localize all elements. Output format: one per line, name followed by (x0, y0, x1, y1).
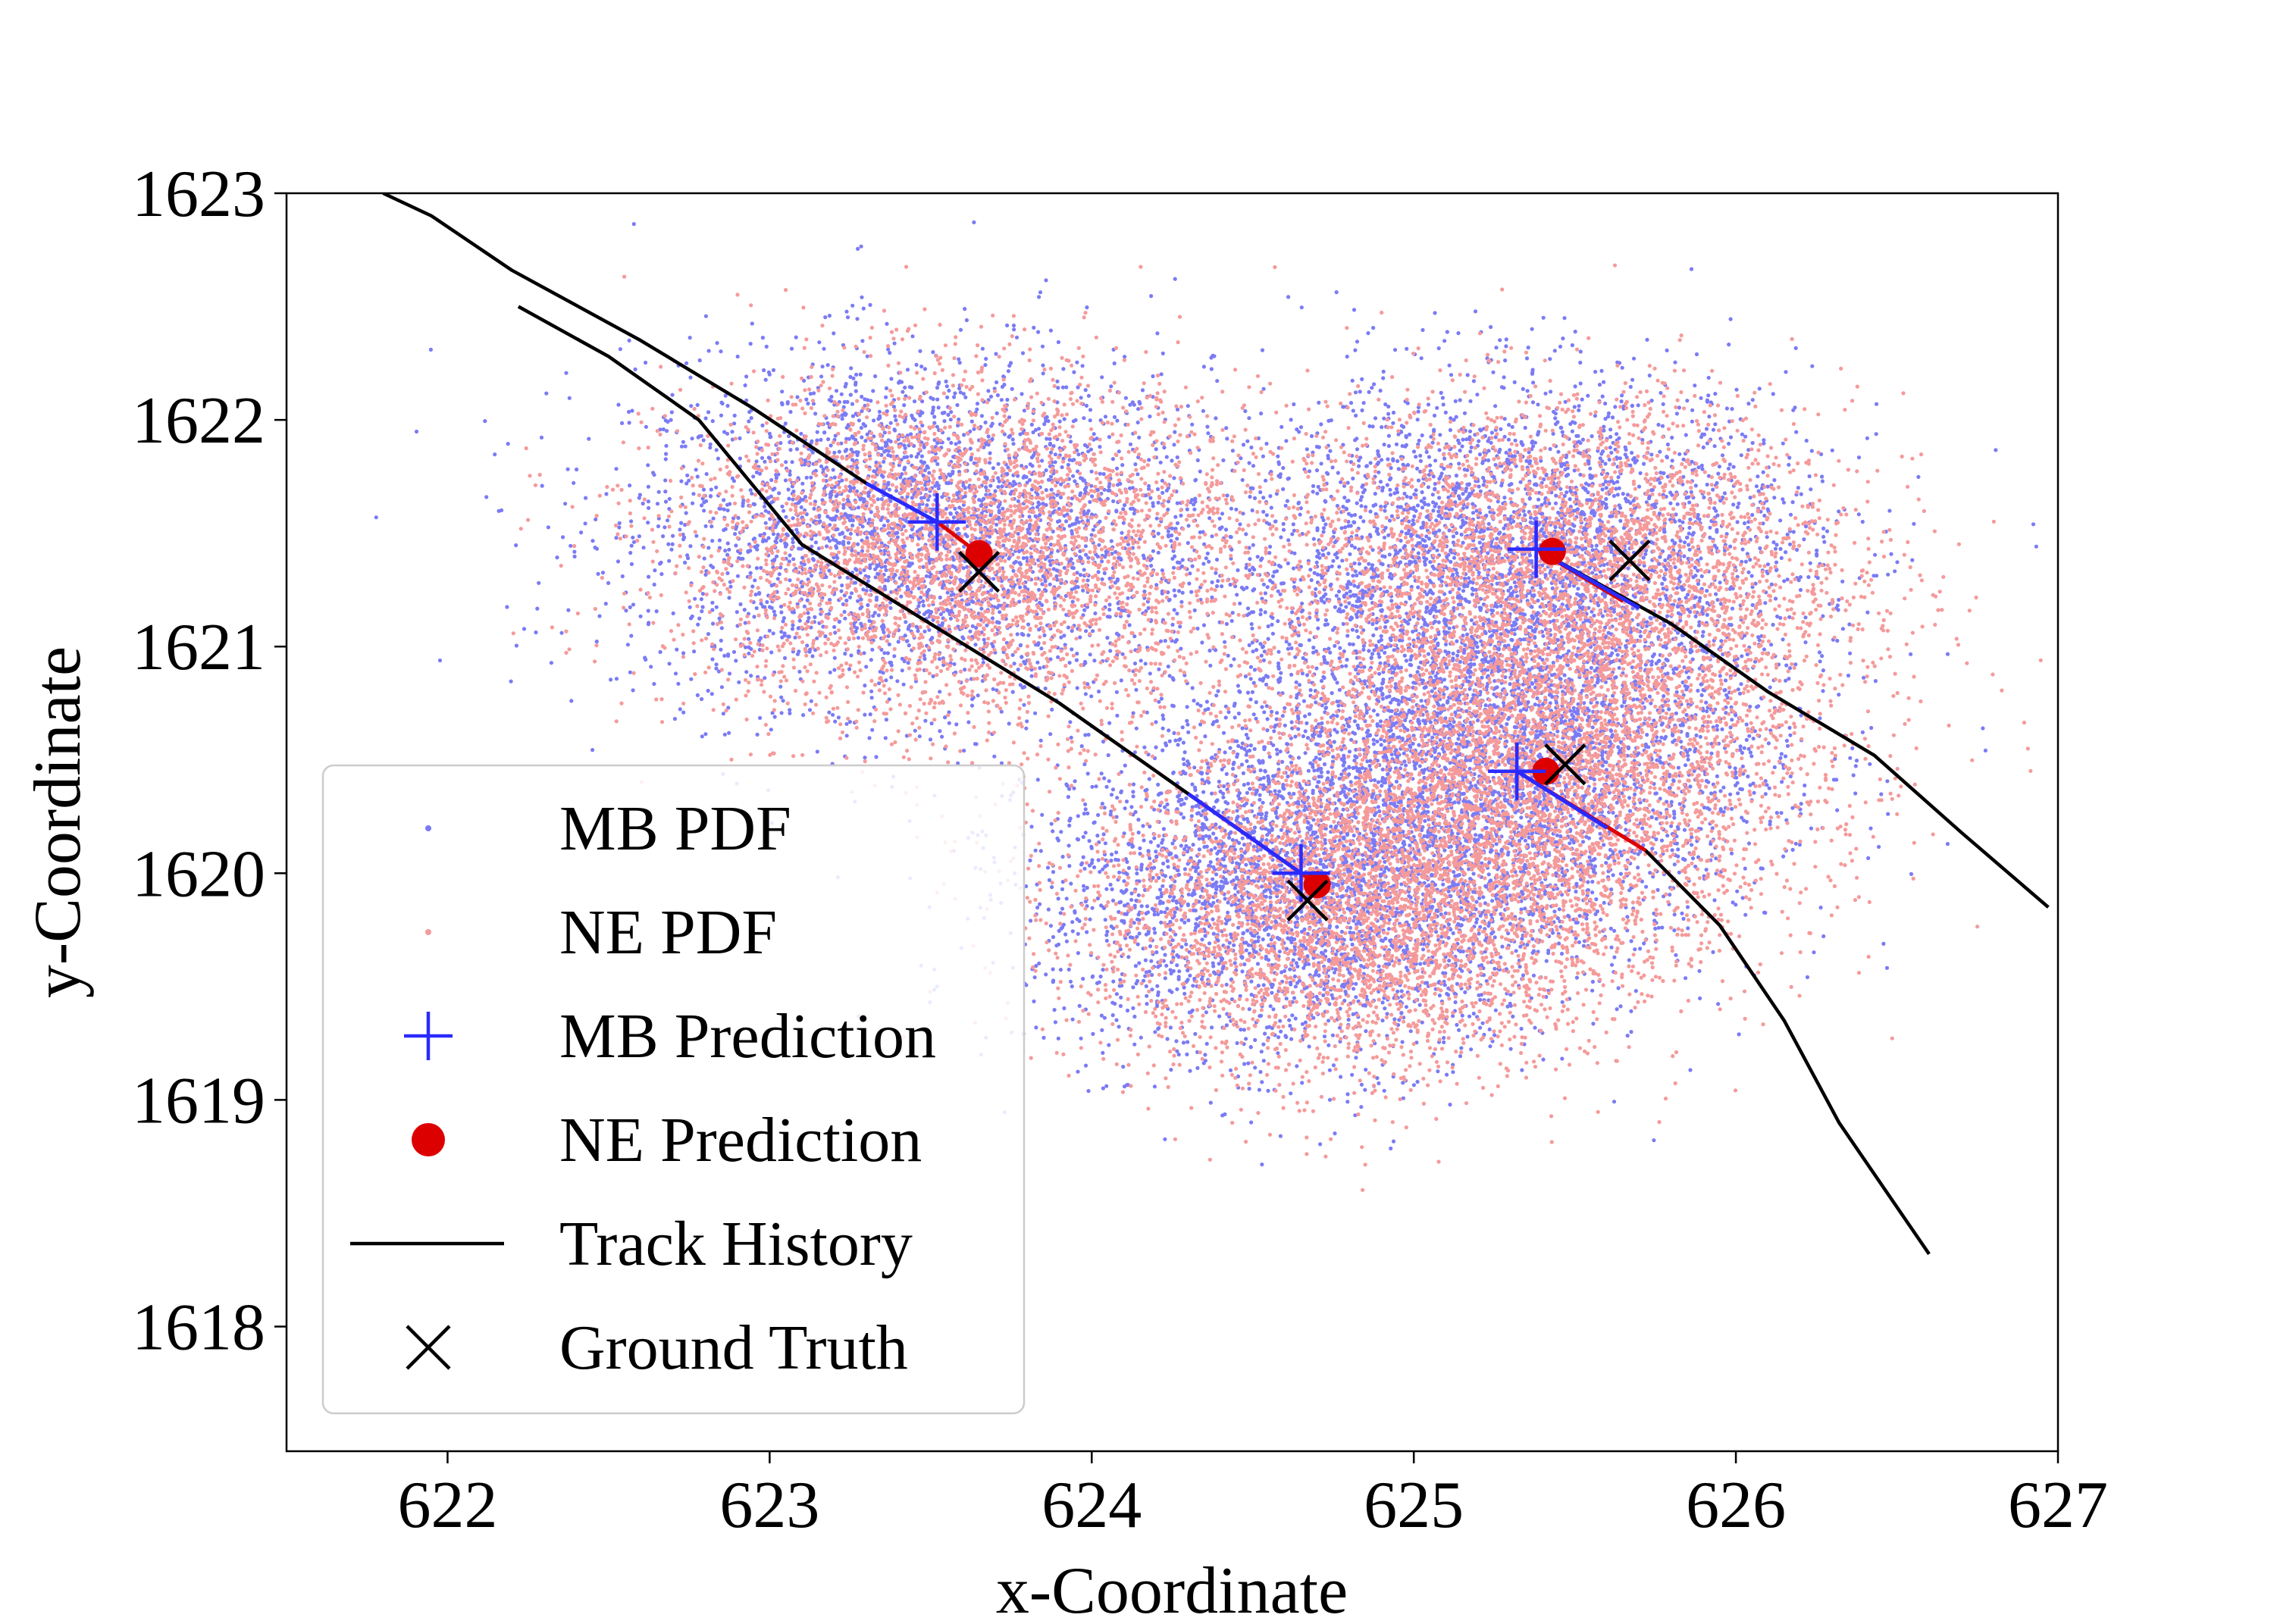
legend-label-ne-pdf: NE PDF (559, 897, 777, 968)
y-tick-label-1623: 1623 (132, 158, 265, 231)
chart-figure: 622 623 624 625 626 627 1618 1619 1620 1621 1622 16… (0, 0, 2274, 1624)
x-tick-label-623: 623 (719, 1469, 819, 1542)
legend-label-track: Track History (559, 1209, 913, 1279)
ne-prediction-marker-3 (1304, 871, 1331, 898)
legend-label-mb-pdf: MB PDF (559, 793, 791, 864)
y-tick-label-1620: 1620 (132, 837, 265, 911)
legend-label-ground-truth: Ground Truth (559, 1313, 908, 1383)
legend-label-mb-pred: MB Prediction (559, 1001, 936, 1072)
y-tick-label-1621: 1621 (132, 611, 265, 684)
y-tick-label-1619: 1619 (132, 1064, 265, 1137)
legend-mb-pdf-swatch (425, 825, 431, 831)
y-tick-label-1622: 1622 (132, 384, 265, 458)
legend: MB PDF NE PDF MB Prediction NE Prediction Tr… (323, 765, 1024, 1413)
ne-prediction-marker-2 (1539, 538, 1566, 565)
x-tick-label-625: 625 (1364, 1469, 1464, 1542)
legend-label-ne-pred: NE Prediction (559, 1105, 922, 1175)
x-tick-label-627: 627 (2008, 1469, 2108, 1542)
y-tick-label-1618: 1618 (132, 1291, 265, 1364)
legend-ne-prediction-swatch (412, 1123, 445, 1156)
legend-ne-pdf-swatch (425, 929, 431, 935)
x-axis-label: x-Coordinate (996, 1554, 1348, 1624)
y-axis-label: y-Coordinate (21, 646, 95, 998)
x-tick-label-626: 626 (1686, 1469, 1786, 1542)
x-tick-label-622: 622 (397, 1469, 497, 1542)
x-tick-label-624: 624 (1041, 1469, 1142, 1542)
